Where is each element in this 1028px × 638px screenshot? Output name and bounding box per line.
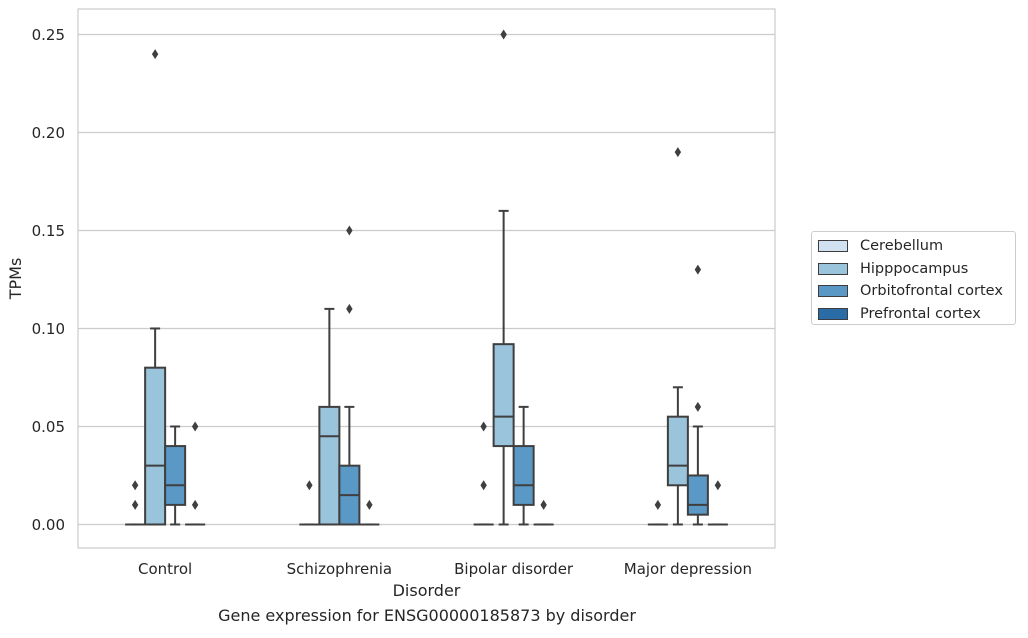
outlier-point <box>500 29 507 40</box>
outlier-point <box>480 480 487 491</box>
box-3-2 <box>533 499 554 526</box>
outlier-point <box>191 499 199 510</box>
box-0-0 <box>125 480 146 526</box>
box-3-0 <box>185 421 206 526</box>
y-axis-ticks: 0.00 0.05 0.10 0.15 0.20 0.25 <box>32 26 65 534</box>
legend-item: Cerebellum <box>818 238 943 254</box>
box-0-2 <box>473 421 494 526</box>
legend-swatch <box>818 240 848 252</box>
legend: Cerebellum Hipppocampus Orbitofrontal cort… <box>811 231 1016 325</box>
boxes <box>125 29 728 526</box>
box-iqr <box>318 405 341 526</box>
x-tick-label: Major depression <box>624 560 752 578</box>
x-axis-label: Disorder <box>393 581 461 600</box>
box-iqr <box>686 474 709 516</box>
legend-swatch <box>818 307 848 320</box>
y-tick-label: 0.05 <box>32 418 65 436</box>
outlier-point <box>694 264 702 275</box>
box-1-2 <box>492 29 515 526</box>
box-2-3 <box>686 264 709 526</box>
outlier-point <box>306 480 313 491</box>
box-iqr <box>512 445 535 506</box>
plot-frame <box>77 8 776 549</box>
legend-item: Orbitofrontal cortex <box>818 283 1003 299</box>
box-1-1 <box>318 307 341 526</box>
y-tick-label: 0.10 <box>32 320 65 338</box>
box-1-3 <box>666 147 689 526</box>
box-iqr <box>144 366 167 526</box>
box-iqr <box>164 445 187 506</box>
y-tick-label: 0.15 <box>32 222 65 240</box>
outlier-point <box>131 480 139 491</box>
x-tick-label: Control <box>138 560 192 578</box>
box-1-0 <box>144 49 167 526</box>
box-3-1 <box>359 499 380 526</box>
legend-swatch <box>818 262 848 275</box>
outlier-point <box>346 225 353 236</box>
box-3-3 <box>707 480 728 526</box>
box-2-0 <box>164 425 187 526</box>
outlier-point <box>346 303 353 314</box>
legend-item: Prefrontal cortex <box>818 306 981 322</box>
box-2-2 <box>512 405 535 526</box>
box-2-1 <box>338 225 361 526</box>
outlier-point <box>151 49 159 60</box>
outlier-point <box>366 499 373 510</box>
outlier-point <box>540 499 547 510</box>
legend-swatch <box>818 285 848 297</box>
x-tick-label: Schizophrenia <box>287 560 392 578</box>
x-axis-ticks: Control Schizophrenia Bipolar disorder Majo… <box>138 560 752 578</box>
legend-label: Prefrontal cortex <box>860 305 981 322</box>
outlier-point <box>654 499 662 510</box>
box-iqr <box>666 415 689 487</box>
outlier-point <box>694 401 702 412</box>
x-tick-label: Bipolar disorder <box>454 560 574 578</box>
y-tick-label: 0.25 <box>32 26 65 44</box>
box-iqr <box>492 343 515 448</box>
outlier-point <box>714 480 722 491</box>
legend-label: Cerebellum <box>860 238 944 254</box>
box-0-3 <box>647 499 668 526</box>
legend-label: Hipppocampus <box>860 260 969 277</box>
y-axis-label: TPMs <box>6 258 25 301</box>
y-tick-label: 0.00 <box>32 516 65 534</box>
y-tick-label: 0.20 <box>32 124 65 142</box>
figure-caption: Gene expression for ENSG00000185873 by d… <box>218 606 636 625</box>
outlier-point <box>191 421 199 432</box>
outlier-point <box>480 421 487 432</box>
outlier-point <box>131 499 139 510</box>
box-0-1 <box>299 480 320 526</box>
legend-item: Hipppocampus <box>818 261 968 277</box>
legend-label: Orbitofrontal cortex <box>860 283 1003 299</box>
outlier-point <box>674 147 682 158</box>
